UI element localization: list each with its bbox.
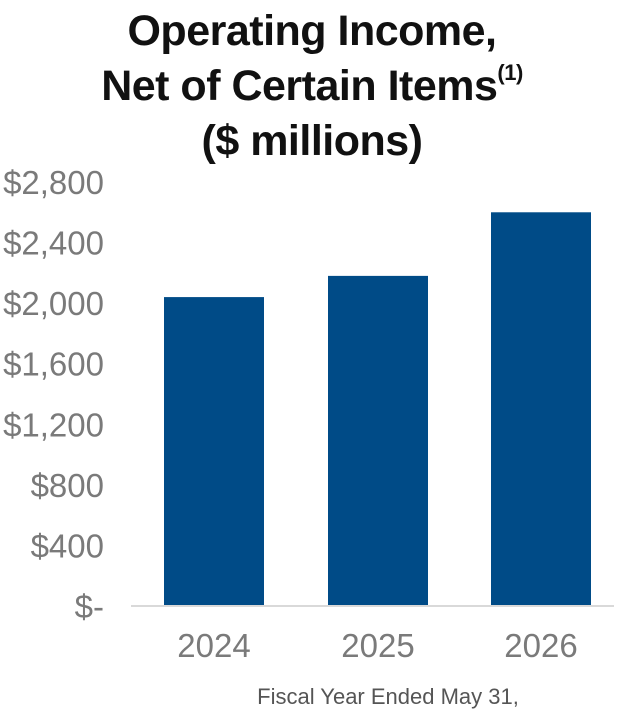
footnote-marker: (1) xyxy=(497,60,523,85)
bar-2024 xyxy=(164,297,264,606)
x-tick-label-2025: 2025 xyxy=(341,627,414,664)
y-tick-label: $2,000 xyxy=(3,285,104,322)
chart-title-line2-text: Net of Certain Items xyxy=(101,62,498,110)
x-tick-label-2026: 2026 xyxy=(504,627,577,664)
y-tick-label: $1,600 xyxy=(3,346,104,383)
y-tick-label: $1,200 xyxy=(3,406,104,443)
chart-title-line1: Operating Income, xyxy=(127,7,497,55)
y-axis-tick-labels: $- $400 $800 $1,200 $1,600 $2,000 $2,400 $2,800 xyxy=(3,164,104,625)
y-tick-label: $- xyxy=(75,588,104,625)
bars xyxy=(164,212,591,607)
y-tick-label: $2,400 xyxy=(3,225,104,262)
chart-title: Operating Income, Net of Certain Items(1… xyxy=(0,4,624,169)
x-tick-label-2024: 2024 xyxy=(177,627,250,664)
y-tick-label: $800 xyxy=(31,467,104,504)
chart-title-line2: Net of Certain Items(1) xyxy=(0,59,624,114)
chart-title-line3: ($ millions) xyxy=(201,117,423,165)
bar-2025 xyxy=(328,275,428,606)
bar-2026 xyxy=(491,212,591,607)
y-tick-label: $2,800 xyxy=(3,164,104,201)
x-axis-tick-labels: 2024 2025 2026 xyxy=(177,627,577,664)
x-axis-title: Fiscal Year Ended May 31, xyxy=(257,684,519,709)
y-tick-label: $400 xyxy=(31,527,104,564)
